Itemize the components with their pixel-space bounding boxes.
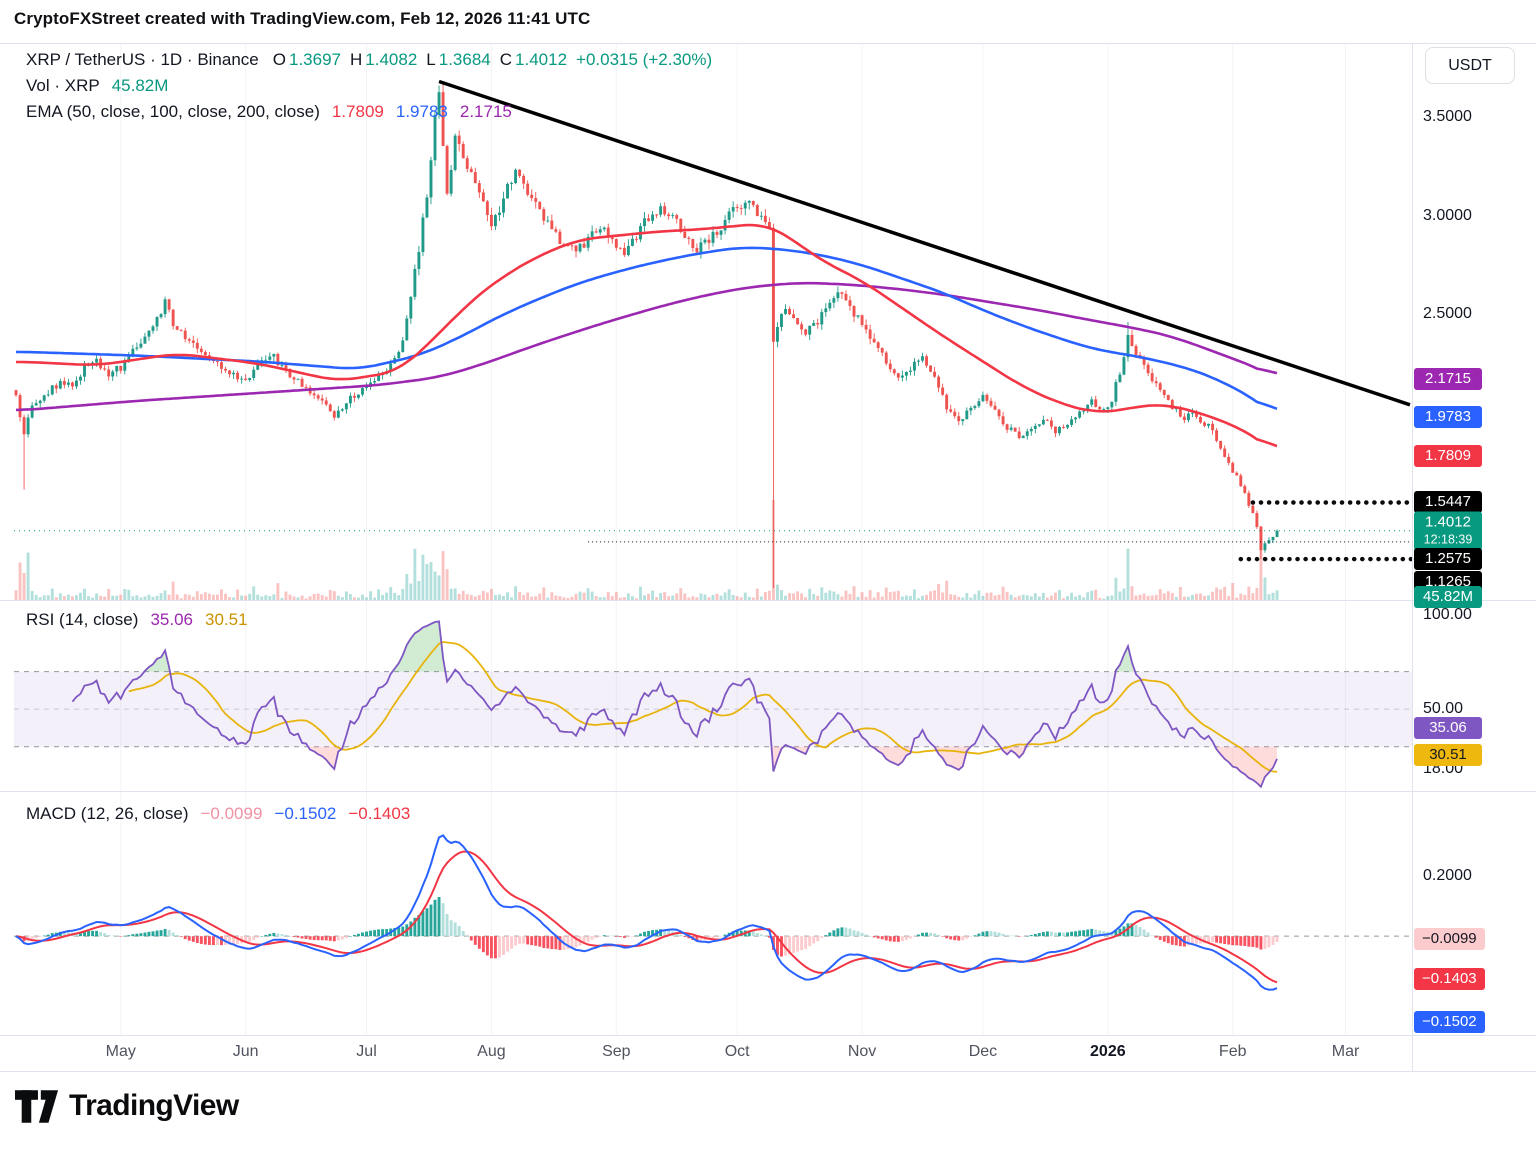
grid-layer (120, 44, 1347, 1035)
currency-toggle-button[interactable]: USDT (1425, 47, 1515, 84)
macd-line (15, 834, 1278, 991)
footer-brand: TradingView (15, 1089, 239, 1123)
macd-signal-line (15, 850, 1278, 984)
header-text: CryptoFXStreet created with TradingView.… (14, 9, 591, 28)
rsi-ma-line (128, 640, 1278, 773)
chart-header-title: CryptoFXStreet created with TradingView.… (14, 9, 590, 29)
ema-50-line (16, 223, 1278, 448)
ema-100-line (15, 246, 1278, 411)
candles-layer (14, 84, 1279, 589)
macd-histogram (14, 897, 1279, 959)
tradingview-wordmark[interactable]: TradingView (69, 1089, 239, 1122)
descending-trendline (438, 79, 1411, 407)
rsi-line (71, 620, 1278, 789)
volume-layer (14, 500, 1279, 600)
ema-200-line (15, 281, 1278, 412)
tradingview-logo-icon[interactable] (15, 1089, 59, 1123)
